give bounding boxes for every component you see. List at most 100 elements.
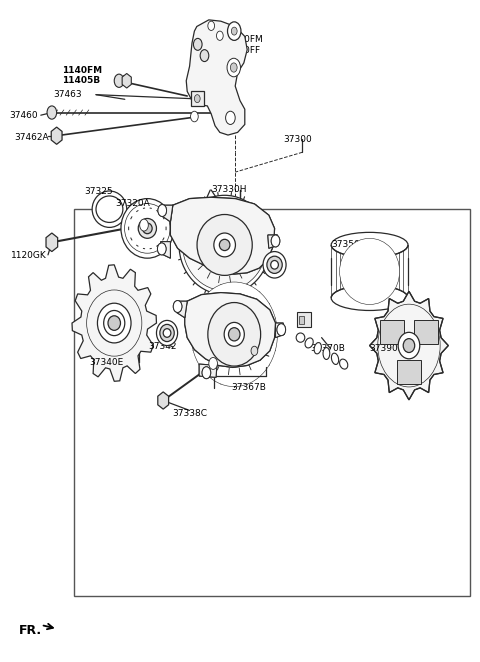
Circle shape [194, 95, 200, 103]
Polygon shape [46, 233, 58, 252]
Ellipse shape [92, 191, 127, 227]
Circle shape [209, 357, 217, 369]
Circle shape [158, 205, 167, 216]
Polygon shape [370, 291, 448, 400]
Ellipse shape [267, 256, 282, 273]
Text: 37325: 37325 [84, 187, 113, 196]
Polygon shape [199, 364, 217, 377]
Text: 37350: 37350 [331, 240, 360, 250]
Text: 37320A: 37320A [115, 199, 150, 209]
Polygon shape [177, 301, 187, 318]
Bar [299, 316, 304, 324]
Polygon shape [51, 127, 62, 144]
Ellipse shape [97, 303, 131, 343]
Circle shape [114, 74, 124, 87]
Polygon shape [72, 265, 156, 381]
Circle shape [251, 346, 258, 355]
Ellipse shape [340, 238, 399, 305]
Ellipse shape [197, 214, 252, 275]
Polygon shape [186, 20, 247, 135]
Text: 37300: 37300 [283, 134, 312, 144]
Ellipse shape [224, 322, 244, 346]
Bar [414, 320, 438, 344]
Circle shape [231, 27, 237, 35]
Ellipse shape [398, 332, 420, 359]
Text: 37463: 37463 [53, 90, 82, 99]
Bar [297, 312, 311, 327]
Ellipse shape [108, 316, 120, 330]
Polygon shape [122, 73, 132, 88]
Ellipse shape [214, 233, 236, 257]
Ellipse shape [263, 252, 286, 278]
Ellipse shape [163, 328, 171, 338]
Ellipse shape [86, 290, 142, 356]
Polygon shape [199, 364, 217, 377]
Text: 11405B: 11405B [62, 76, 100, 85]
Circle shape [193, 38, 202, 50]
Polygon shape [276, 323, 284, 338]
Bar [397, 360, 421, 384]
Ellipse shape [378, 305, 440, 387]
Ellipse shape [228, 328, 240, 341]
Text: 37370B: 37370B [310, 344, 345, 354]
Polygon shape [276, 323, 284, 338]
Ellipse shape [331, 285, 408, 310]
Circle shape [173, 301, 182, 312]
Ellipse shape [219, 239, 230, 251]
Polygon shape [158, 392, 168, 409]
Circle shape [157, 243, 166, 255]
Ellipse shape [271, 261, 278, 269]
Ellipse shape [305, 338, 313, 348]
Polygon shape [170, 197, 275, 274]
Circle shape [271, 235, 280, 247]
Ellipse shape [331, 232, 408, 258]
Circle shape [230, 63, 237, 72]
Text: 37367B: 37367B [231, 383, 266, 393]
Text: 37340E: 37340E [89, 357, 123, 367]
Text: 1140FM: 1140FM [62, 66, 103, 75]
Text: 37330H: 37330H [211, 185, 247, 194]
Ellipse shape [339, 359, 348, 369]
Ellipse shape [296, 333, 305, 342]
Ellipse shape [331, 353, 339, 365]
Polygon shape [159, 242, 170, 258]
Ellipse shape [208, 303, 261, 366]
Circle shape [140, 219, 148, 231]
Circle shape [202, 367, 211, 379]
Ellipse shape [160, 324, 174, 342]
Ellipse shape [104, 310, 125, 336]
Circle shape [208, 21, 215, 30]
Ellipse shape [182, 199, 267, 291]
Ellipse shape [121, 199, 174, 258]
Ellipse shape [96, 196, 123, 222]
Polygon shape [177, 301, 187, 318]
Text: 37460: 37460 [10, 111, 38, 120]
Circle shape [226, 111, 235, 124]
Bar [380, 320, 404, 344]
Polygon shape [159, 242, 170, 258]
Circle shape [227, 58, 240, 77]
Polygon shape [170, 197, 275, 274]
Ellipse shape [156, 320, 178, 346]
Circle shape [277, 324, 286, 336]
Polygon shape [185, 293, 276, 367]
Ellipse shape [323, 348, 330, 359]
Ellipse shape [138, 218, 156, 238]
Circle shape [202, 367, 211, 379]
Circle shape [228, 22, 241, 40]
Ellipse shape [403, 339, 415, 353]
Bar [74, 209, 470, 596]
Circle shape [173, 301, 182, 312]
Ellipse shape [179, 195, 270, 295]
Circle shape [271, 235, 280, 247]
Text: 1140FF: 1140FF [228, 46, 261, 56]
Circle shape [157, 243, 166, 255]
Circle shape [200, 50, 209, 62]
Ellipse shape [314, 342, 322, 354]
Text: 37390B: 37390B [370, 344, 405, 354]
Circle shape [47, 106, 57, 119]
Text: 1140FM: 1140FM [228, 35, 264, 44]
Circle shape [158, 205, 167, 216]
Polygon shape [268, 235, 278, 248]
Circle shape [277, 324, 286, 336]
